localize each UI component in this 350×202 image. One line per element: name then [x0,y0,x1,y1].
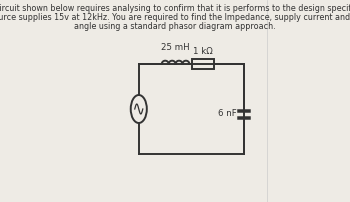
Bar [192,59,214,69]
Text: The source supplies 15v at 12kHz. You are required to find the Impedance, supply: The source supplies 15v at 12kHz. You ar… [0,13,350,22]
Text: 6 nF: 6 nF [218,109,237,119]
Text: 1 kΩ: 1 kΩ [193,47,212,56]
Text: 2.  The circuit shown below requires analysing to confirm that it is performs to: 2. The circuit shown below requires anal… [0,4,350,13]
Text: angle using a standard phasor diagram approach.: angle using a standard phasor diagram ap… [74,22,276,31]
Text: 25 mH: 25 mH [161,43,190,52]
